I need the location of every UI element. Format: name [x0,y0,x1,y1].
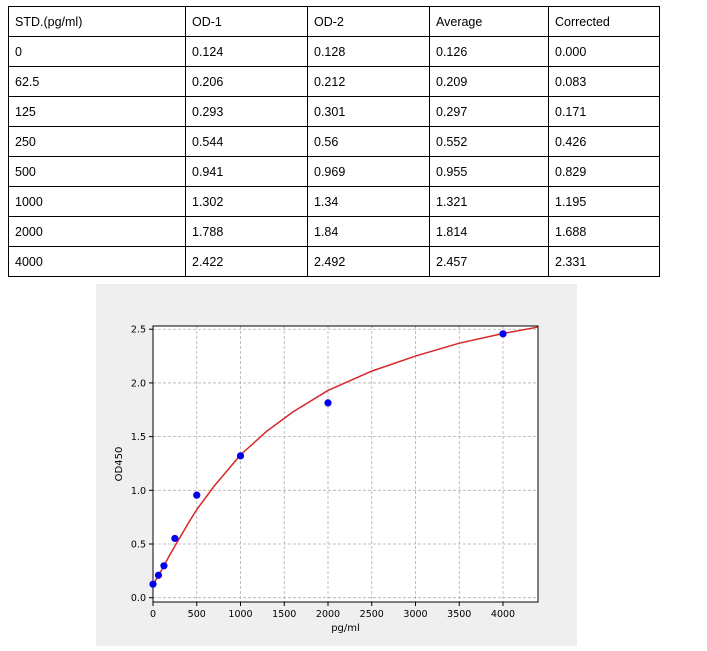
table-cell: 1.195 [548,186,660,217]
data-point [171,534,179,543]
x-axis-label: pg/ml [331,623,360,634]
table-cell: 0.941 [185,156,308,187]
table-cell: 125 [8,96,186,127]
table-cell: 0.293 [185,96,308,127]
table-row: 2000 1.788 1.84 1.814 1.688 [8,216,660,247]
table-cell: 0.171 [548,96,660,127]
x-tick-label: 3500 [447,609,471,620]
standard-curve-chart: 0 500 1000 1500 2000 2500 3000 3500 4000 0.0 0.5 1.… [96,284,577,646]
table-header-row: STD.(pg/ml) OD-1 OD-2 Average Corrected [8,6,660,37]
y-axis-label: OD450 [114,447,125,482]
data-point [149,580,157,588]
table-row: 125 0.293 0.301 0.297 0.171 [8,96,660,127]
column-header-od1: OD-1 [185,6,308,37]
table-cell: 1.788 [185,216,308,247]
table-cell: 0.206 [185,66,308,97]
table-cell: 0.000 [548,36,660,67]
table-cell: 2000 [8,216,186,247]
table-row: 4000 2.422 2.492 2.457 2.331 [8,246,660,277]
table-row: 62.5 0.206 0.212 0.209 0.083 [8,66,660,97]
table-cell: 500 [8,156,186,187]
table-cell: 1000 [8,186,186,217]
data-point [499,330,507,338]
table-cell: 0.829 [548,156,660,187]
y-tick-label: 2.0 [131,378,146,389]
column-header-average: Average [429,6,549,37]
table-cell: 0.301 [307,96,430,127]
table-cell: 0 [8,36,186,67]
table-cell: 2.492 [307,246,430,277]
data-point [324,399,332,407]
x-tick-label: 2000 [316,609,340,620]
table-cell: 0.969 [307,156,430,187]
data-point [193,491,201,499]
table-cell: 0.297 [429,96,549,127]
y-tick-label: 1.5 [131,432,146,443]
table-cell: 2.331 [548,246,660,277]
y-tick-label: 0.5 [131,540,146,551]
x-tick-label: 2500 [360,609,384,620]
table-cell: 0.126 [429,36,549,67]
table-cell: 0.124 [185,36,308,67]
y-tick-label: 2.5 [131,325,146,336]
table-cell: 0.083 [548,66,660,97]
table-cell: 0.56 [307,126,430,157]
table-row: 500 0.941 0.969 0.955 0.829 [8,156,660,187]
table-cell: 1.302 [185,186,308,217]
y-tick-label: 1.0 [131,486,146,497]
column-header-std: STD.(pg/ml) [8,6,186,37]
table-cell: 0.128 [307,36,430,67]
x-tick-label: 0 [150,609,156,620]
table-cell: 1.34 [307,186,430,217]
y-tick-label: 0.0 [131,593,146,604]
plot-area [153,326,538,602]
table-cell: 0.955 [429,156,549,187]
table-row: 1000 1.302 1.34 1.321 1.195 [8,186,660,217]
x-tick-label: 1000 [228,609,252,620]
plot-frame [152,325,539,603]
x-tick-label: 1500 [272,609,296,620]
table-cell: 0.209 [429,66,549,97]
table-cell: 0.552 [429,126,549,157]
table-row: 0 0.124 0.128 0.126 0.000 [8,36,660,67]
table-cell: 2.457 [429,246,549,277]
table-cell: 1.688 [548,216,660,247]
table-cell: 0.544 [185,126,308,157]
table-cell: 0.212 [307,66,430,97]
table-cell: 62.5 [8,66,186,97]
table-cell: 250 [8,126,186,157]
x-tick-label: 3000 [403,609,427,620]
table-cell: 2.422 [185,246,308,277]
chart-canvas: 0 500 1000 1500 2000 2500 3000 3500 4000 0.0 0.5 1.… [114,325,539,634]
table-body: 0 0.124 0.128 0.126 0.000 62.5 0.206 0.212 0.209… [8,36,660,277]
table-row: 250 0.544 0.56 0.552 0.426 [8,126,660,157]
data-point [154,571,163,579]
column-header-corrected: Corrected [548,6,660,37]
table-cell: 1.321 [429,186,549,217]
table-cell: 0.426 [548,126,660,157]
x-tick-label: 500 [188,609,206,620]
column-header-od2: OD-2 [307,6,430,37]
table-cell: 4000 [8,246,186,277]
x-tick-label: 4000 [491,609,515,620]
table-cell: 1.814 [429,216,549,247]
standard-curve-table: STD.(pg/ml) OD-1 OD-2 Average Corrected … [8,6,660,277]
data-point [160,562,168,570]
data-point [236,452,245,460]
table-cell: 1.84 [307,216,430,247]
